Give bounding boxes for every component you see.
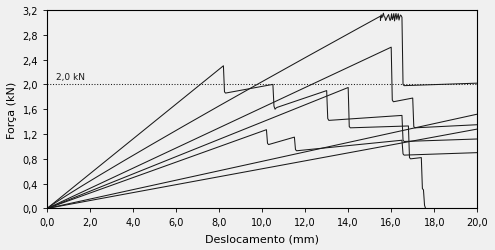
Y-axis label: Força (kN): Força (kN) xyxy=(7,81,17,138)
X-axis label: Deslocamento (mm): Deslocamento (mm) xyxy=(205,233,319,243)
Text: 2,0 kN: 2,0 kN xyxy=(55,72,85,81)
